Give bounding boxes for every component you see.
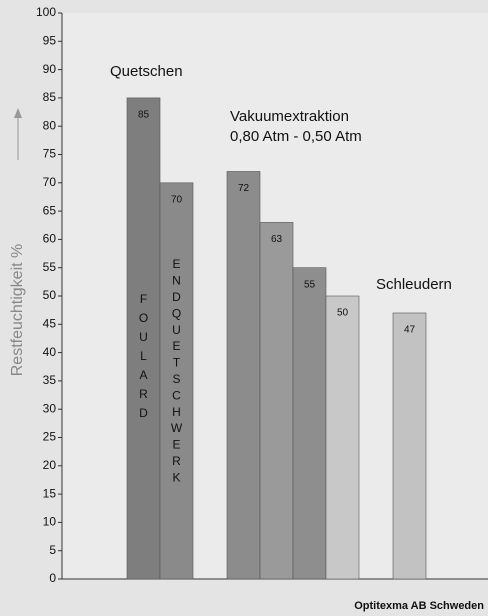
y-tick-label: 25 xyxy=(43,430,57,444)
y-tick-label: 85 xyxy=(43,90,57,104)
y-tick-label: 100 xyxy=(36,5,56,19)
value-label: 55 xyxy=(304,279,316,290)
annotation: 0,80 Atm - 0,50 Atm xyxy=(230,128,362,145)
annotation: Quetschen xyxy=(110,63,183,80)
value-label: 63 xyxy=(271,234,283,245)
y-tick-label: 5 xyxy=(49,543,56,557)
y-tick-label: 50 xyxy=(43,288,57,302)
y-tick-label: 20 xyxy=(43,458,57,472)
arrow-head xyxy=(14,108,22,118)
value-label: 85 xyxy=(138,110,150,121)
value-label: 70 xyxy=(171,194,183,205)
bar xyxy=(159,182,194,580)
bar xyxy=(259,222,294,580)
bar xyxy=(292,267,327,580)
source: Optitexma AB Schweden xyxy=(354,600,484,612)
y-tick-label: 30 xyxy=(43,401,57,415)
value-label: 72 xyxy=(238,183,250,194)
y-axis-label: Restfeuchtigkeit % xyxy=(9,244,26,377)
y-tick-label: 15 xyxy=(43,486,57,500)
y-tick-label: 45 xyxy=(43,316,57,330)
y-tick-label: 55 xyxy=(43,260,57,274)
value-label: 50 xyxy=(337,308,349,319)
category-label: FOULARD xyxy=(139,292,148,420)
y-tick-label: 35 xyxy=(43,373,57,387)
y-tick-label: 65 xyxy=(43,203,57,217)
y-tick-label: 80 xyxy=(43,118,57,132)
y-tick-label: 10 xyxy=(43,515,57,529)
annotation: Vakuumextraktion xyxy=(230,108,349,125)
annotation: Schleudern xyxy=(376,276,452,293)
y-tick-label: 60 xyxy=(43,232,57,246)
y-tick-label: 75 xyxy=(43,147,57,161)
y-tick-label: 95 xyxy=(43,33,57,47)
bar xyxy=(226,171,261,580)
y-tick-label: 70 xyxy=(43,175,57,189)
value-label: 47 xyxy=(404,325,416,336)
y-tick-label: 40 xyxy=(43,345,57,359)
y-tick-label: 90 xyxy=(43,62,57,76)
bar xyxy=(392,312,427,580)
bar xyxy=(325,295,360,580)
y-tick-label: 0 xyxy=(49,571,56,585)
